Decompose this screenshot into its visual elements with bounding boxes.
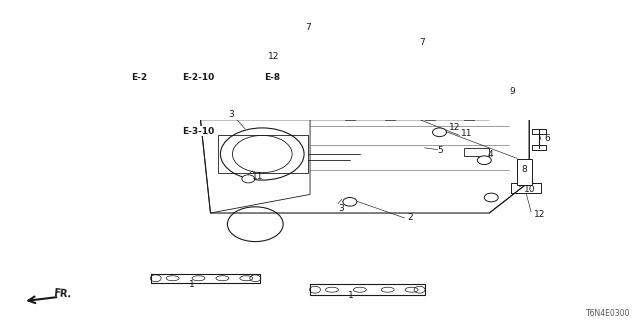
Text: 5: 5	[438, 147, 444, 156]
Circle shape	[242, 175, 255, 183]
Bar	[345, 114, 355, 120]
Circle shape	[477, 156, 492, 164]
Text: 8: 8	[521, 165, 527, 174]
Bar	[385, 114, 395, 120]
Bar	[424, 114, 435, 120]
Text: 11: 11	[252, 172, 264, 181]
Circle shape	[397, 109, 412, 118]
Text: T6N4E0300: T6N4E0300	[586, 309, 630, 318]
Text: 2: 2	[408, 213, 413, 222]
Circle shape	[433, 128, 447, 137]
Text: 1: 1	[189, 280, 195, 289]
Circle shape	[343, 197, 357, 206]
Text: 12: 12	[449, 123, 461, 132]
Text: 3: 3	[338, 204, 344, 212]
Text: 12: 12	[534, 210, 545, 219]
Text: 10: 10	[524, 185, 536, 194]
Text: 7: 7	[305, 23, 311, 32]
Text: 12: 12	[268, 52, 280, 61]
Circle shape	[484, 193, 498, 202]
Text: 3: 3	[228, 110, 234, 119]
Circle shape	[500, 92, 514, 100]
Bar	[532, 129, 546, 133]
Bar	[411, 66, 424, 79]
Bar	[465, 114, 474, 120]
Text: E-3-10: E-3-10	[182, 126, 214, 136]
Text: 9: 9	[509, 87, 515, 96]
Text: E-2-10: E-2-10	[182, 73, 214, 82]
Text: FR.: FR.	[53, 288, 72, 300]
Text: 11: 11	[461, 129, 473, 138]
Text: 6: 6	[544, 134, 550, 143]
Text: E-2: E-2	[131, 73, 147, 82]
Bar	[465, 148, 489, 156]
Text: 4: 4	[487, 149, 493, 158]
Text: 1: 1	[348, 291, 354, 300]
Bar	[532, 145, 546, 150]
Bar	[298, 52, 312, 67]
Text: E-8: E-8	[264, 73, 280, 82]
Bar	[517, 159, 532, 185]
Text: 7: 7	[420, 38, 426, 47]
